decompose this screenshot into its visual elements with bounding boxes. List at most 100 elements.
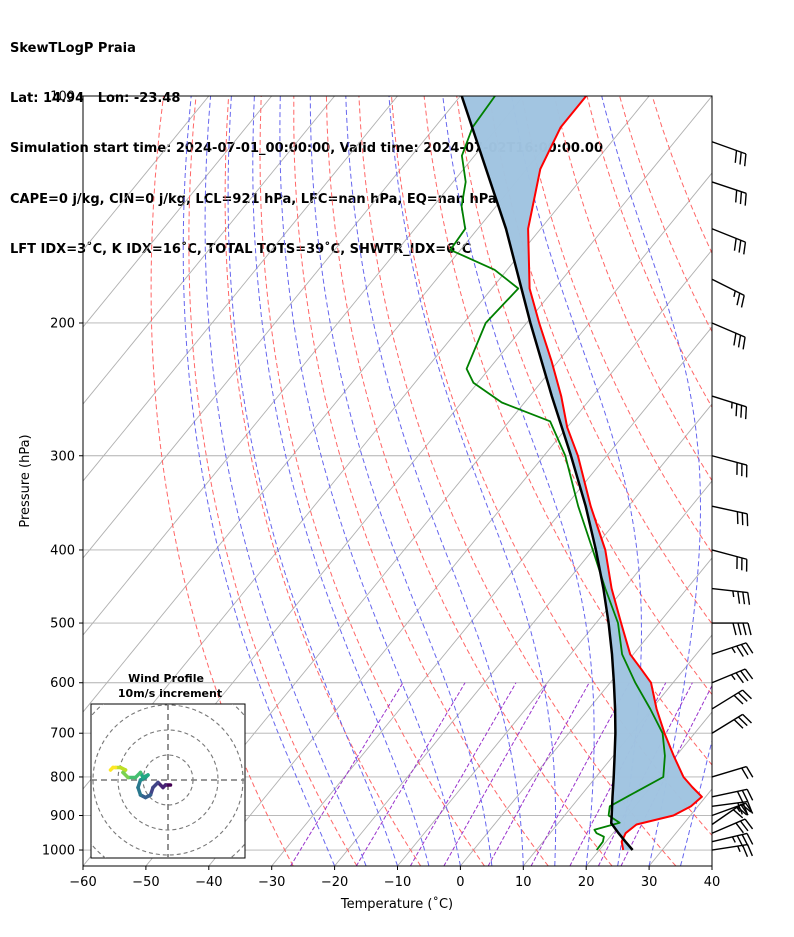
barb-flag xyxy=(747,622,752,636)
axes-layer: −60 −50 −40 −30 −20 −10 0 10 20 30 40 1000 900 800 700… xyxy=(42,90,720,891)
temperature-profile-line xyxy=(527,96,703,851)
barb-flag xyxy=(742,689,752,700)
barb-flag xyxy=(747,592,751,605)
barb-flag xyxy=(740,405,743,418)
isotherm-line xyxy=(397,480,712,866)
isotherm-line xyxy=(271,326,712,866)
hodograph-title: Wind Profile xyxy=(128,672,204,685)
barb-flag xyxy=(737,591,741,604)
wind-barb xyxy=(711,181,747,206)
moist-adiabat-line xyxy=(511,96,642,866)
isotherm-line xyxy=(83,96,587,713)
wind-barb xyxy=(711,788,754,803)
isotherm-line xyxy=(83,96,461,559)
barb-flag xyxy=(744,818,754,830)
y-tick-label: 200 xyxy=(50,316,75,331)
barb-flag xyxy=(739,820,749,832)
moist-adiabat-line xyxy=(309,96,493,866)
barb-flag xyxy=(737,806,748,816)
moist-adiabat-line xyxy=(388,96,557,866)
moist-adiabat-line xyxy=(252,96,430,866)
barb-staff xyxy=(711,802,747,817)
title-line: Lat: 14.94 Lon: -23.48 xyxy=(10,90,181,106)
wind-barb xyxy=(711,455,748,478)
x-tick-label: −30 xyxy=(258,875,285,890)
dry-adiabat-line xyxy=(325,96,613,866)
barb-staff xyxy=(711,832,748,843)
mixing-ratio-line xyxy=(620,684,712,866)
x-tick-label: 40 xyxy=(704,875,721,890)
barb-staff xyxy=(711,788,748,798)
dry-adiabat-line xyxy=(521,96,712,554)
barb-staff xyxy=(711,228,746,243)
reference-lines-layer xyxy=(150,96,712,866)
dry-adiabat-line xyxy=(553,96,712,482)
wind-barb xyxy=(712,622,752,636)
barb-flag xyxy=(742,801,748,814)
dry-adiabat-line xyxy=(293,96,549,866)
barb-flag xyxy=(735,403,738,417)
mixing-ratio-line xyxy=(409,682,517,866)
barb-flag xyxy=(741,834,749,846)
barb-flag xyxy=(740,644,749,656)
dry-adiabat-line xyxy=(358,96,677,866)
y-tick-label: 700 xyxy=(50,727,75,742)
barb-flag xyxy=(746,833,754,845)
hodograph-plot xyxy=(91,704,245,858)
hodograph-subtitle: 10m/s increment xyxy=(118,687,222,700)
y-axis-label: Pressure (hPa) xyxy=(18,434,33,527)
barb-staff xyxy=(711,818,746,834)
wind-barb xyxy=(711,228,747,255)
mixing-ratio-line xyxy=(443,682,548,866)
barb-staff xyxy=(711,765,747,778)
barb-half-flag xyxy=(730,674,736,681)
barb-flag xyxy=(742,337,746,350)
isotherm-line xyxy=(83,96,210,251)
barb-flag xyxy=(741,803,752,813)
barb-flag xyxy=(743,153,747,167)
barb-flag xyxy=(742,591,746,605)
barb-flag xyxy=(739,152,742,165)
mixing-ratio-line xyxy=(530,682,630,866)
barb-staff xyxy=(711,278,745,296)
barb-flag xyxy=(735,672,744,684)
wind-barbs xyxy=(711,141,754,857)
dry-adiabat-line xyxy=(391,96,712,837)
dry-adiabat-line xyxy=(188,96,358,866)
barb-half-flag xyxy=(732,590,735,598)
barb-staff xyxy=(711,505,748,515)
barb-flag xyxy=(732,809,744,819)
barb-staff xyxy=(711,322,746,338)
title-line: LFT IDX=3˚C, K IDX=16˚C, TOTAL TOTS=39˚C… xyxy=(10,242,472,258)
isotherm-line xyxy=(711,865,712,866)
barb-flag xyxy=(745,642,754,654)
barb-flag xyxy=(733,694,744,705)
isotherm-line xyxy=(334,403,712,866)
moist-adiabat-line xyxy=(227,96,398,866)
barb-flag xyxy=(733,719,744,729)
wind-barb xyxy=(711,713,752,734)
barb-staff xyxy=(711,668,746,684)
barb-flag xyxy=(746,788,754,801)
wind-barb xyxy=(711,642,754,657)
barb-flag xyxy=(742,622,747,636)
y-tick-label: 900 xyxy=(50,809,75,824)
hodograph-inset: Wind Profile 10m/s increment xyxy=(90,672,246,859)
barb-flag xyxy=(742,713,752,724)
barb-flag xyxy=(737,802,743,815)
isotherm-line xyxy=(83,96,524,636)
barb-flag xyxy=(737,692,748,702)
barb-half-flag xyxy=(731,836,736,843)
barb-staff xyxy=(711,549,747,560)
barb-flag xyxy=(738,240,742,253)
x-tick-label: 30 xyxy=(641,875,658,890)
barb-staff xyxy=(711,800,748,807)
barb-staff xyxy=(711,642,747,655)
barb-flag xyxy=(733,333,737,346)
isotherm-line xyxy=(145,172,712,866)
barb-flag xyxy=(741,767,749,780)
x-tick-label: 10 xyxy=(515,875,532,890)
barb-staff xyxy=(711,689,744,710)
dry-adiabat-line xyxy=(488,96,712,625)
